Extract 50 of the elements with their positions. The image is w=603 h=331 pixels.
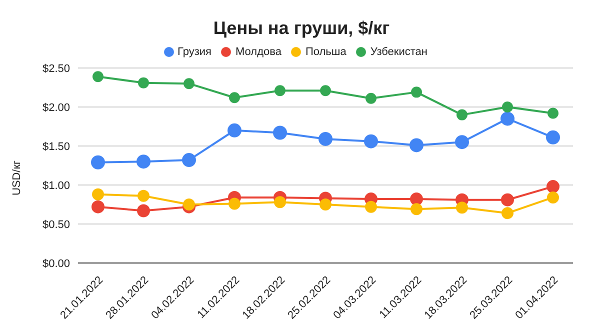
point bbox=[502, 102, 513, 112]
point bbox=[318, 132, 332, 146]
point bbox=[455, 135, 469, 150]
point bbox=[546, 130, 560, 144]
point bbox=[546, 180, 560, 194]
point bbox=[501, 193, 514, 206]
y-axis-title: USD/кг bbox=[11, 160, 23, 196]
point bbox=[91, 155, 105, 170]
y-tick-label: $2.00 bbox=[42, 102, 70, 114]
point bbox=[274, 196, 286, 208]
point bbox=[410, 203, 422, 216]
point bbox=[410, 192, 423, 206]
chart-title: Цены на груши, $/кг bbox=[212, 18, 391, 39]
point bbox=[320, 198, 332, 210]
point bbox=[138, 190, 150, 202]
point bbox=[366, 92, 376, 104]
point bbox=[92, 188, 104, 200]
point bbox=[229, 92, 240, 104]
legend-label: Польша bbox=[305, 46, 346, 58]
legend-label: Молдова bbox=[235, 46, 282, 58]
point bbox=[183, 198, 195, 210]
point bbox=[547, 191, 559, 204]
legend-label: Грузия bbox=[178, 46, 212, 58]
point bbox=[274, 85, 286, 96]
point bbox=[410, 138, 424, 152]
y-tick-label: $0.00 bbox=[42, 258, 70, 270]
point bbox=[228, 198, 240, 210]
point bbox=[138, 77, 149, 88]
y-tick-label: $1.50 bbox=[42, 140, 70, 153]
point bbox=[365, 200, 377, 213]
point bbox=[500, 112, 514, 126]
y-tick-label: $2.50 bbox=[42, 62, 70, 75]
point bbox=[548, 108, 558, 119]
point bbox=[137, 204, 150, 218]
point bbox=[136, 154, 150, 169]
legend-label: Узбекистан bbox=[370, 46, 428, 58]
point bbox=[502, 207, 514, 220]
y-tick-label: $0.50 bbox=[42, 218, 70, 231]
point bbox=[184, 78, 194, 90]
point bbox=[364, 134, 378, 148]
point bbox=[320, 85, 331, 96]
point bbox=[456, 202, 468, 214]
point bbox=[228, 123, 242, 138]
point bbox=[182, 153, 196, 168]
point bbox=[273, 126, 287, 140]
point bbox=[411, 86, 422, 98]
y-tick-label: $1.00 bbox=[42, 180, 70, 192]
point bbox=[456, 109, 468, 120]
point bbox=[92, 200, 104, 214]
point bbox=[92, 71, 104, 82]
